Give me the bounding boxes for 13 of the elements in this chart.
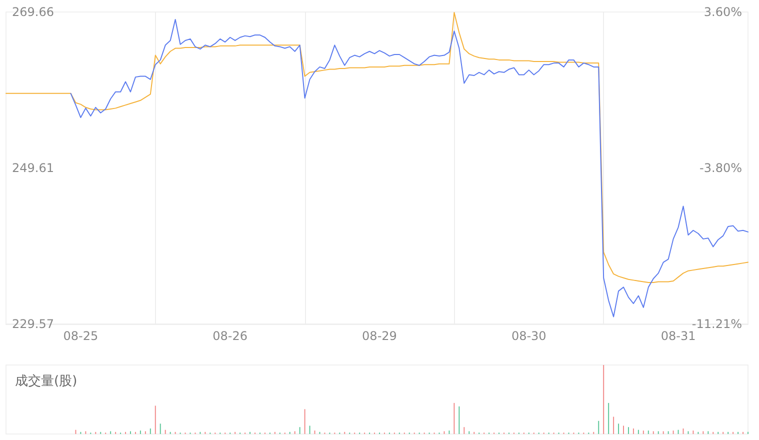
y2-tick-label: -3.80% (700, 160, 742, 175)
x-tick-label: 08-25 (63, 329, 98, 343)
x-tick-label: 08-31 (660, 329, 696, 343)
x-tick-label: 08-30 (511, 329, 546, 343)
y2-tick-label: -11.21% (692, 317, 742, 331)
x-tick-label: 08-26 (212, 329, 248, 343)
y-tick-label: 249.61 (12, 161, 54, 176)
y2-tick-label: 3.60% (704, 5, 742, 19)
line-series (70, 18, 748, 318)
text: 成交量(股) (15, 373, 78, 389)
y-tick-label: 269.66 (12, 5, 54, 19)
x-tick-label: 08-29 (362, 329, 397, 343)
y-tick-label: 229.57 (12, 317, 54, 331)
